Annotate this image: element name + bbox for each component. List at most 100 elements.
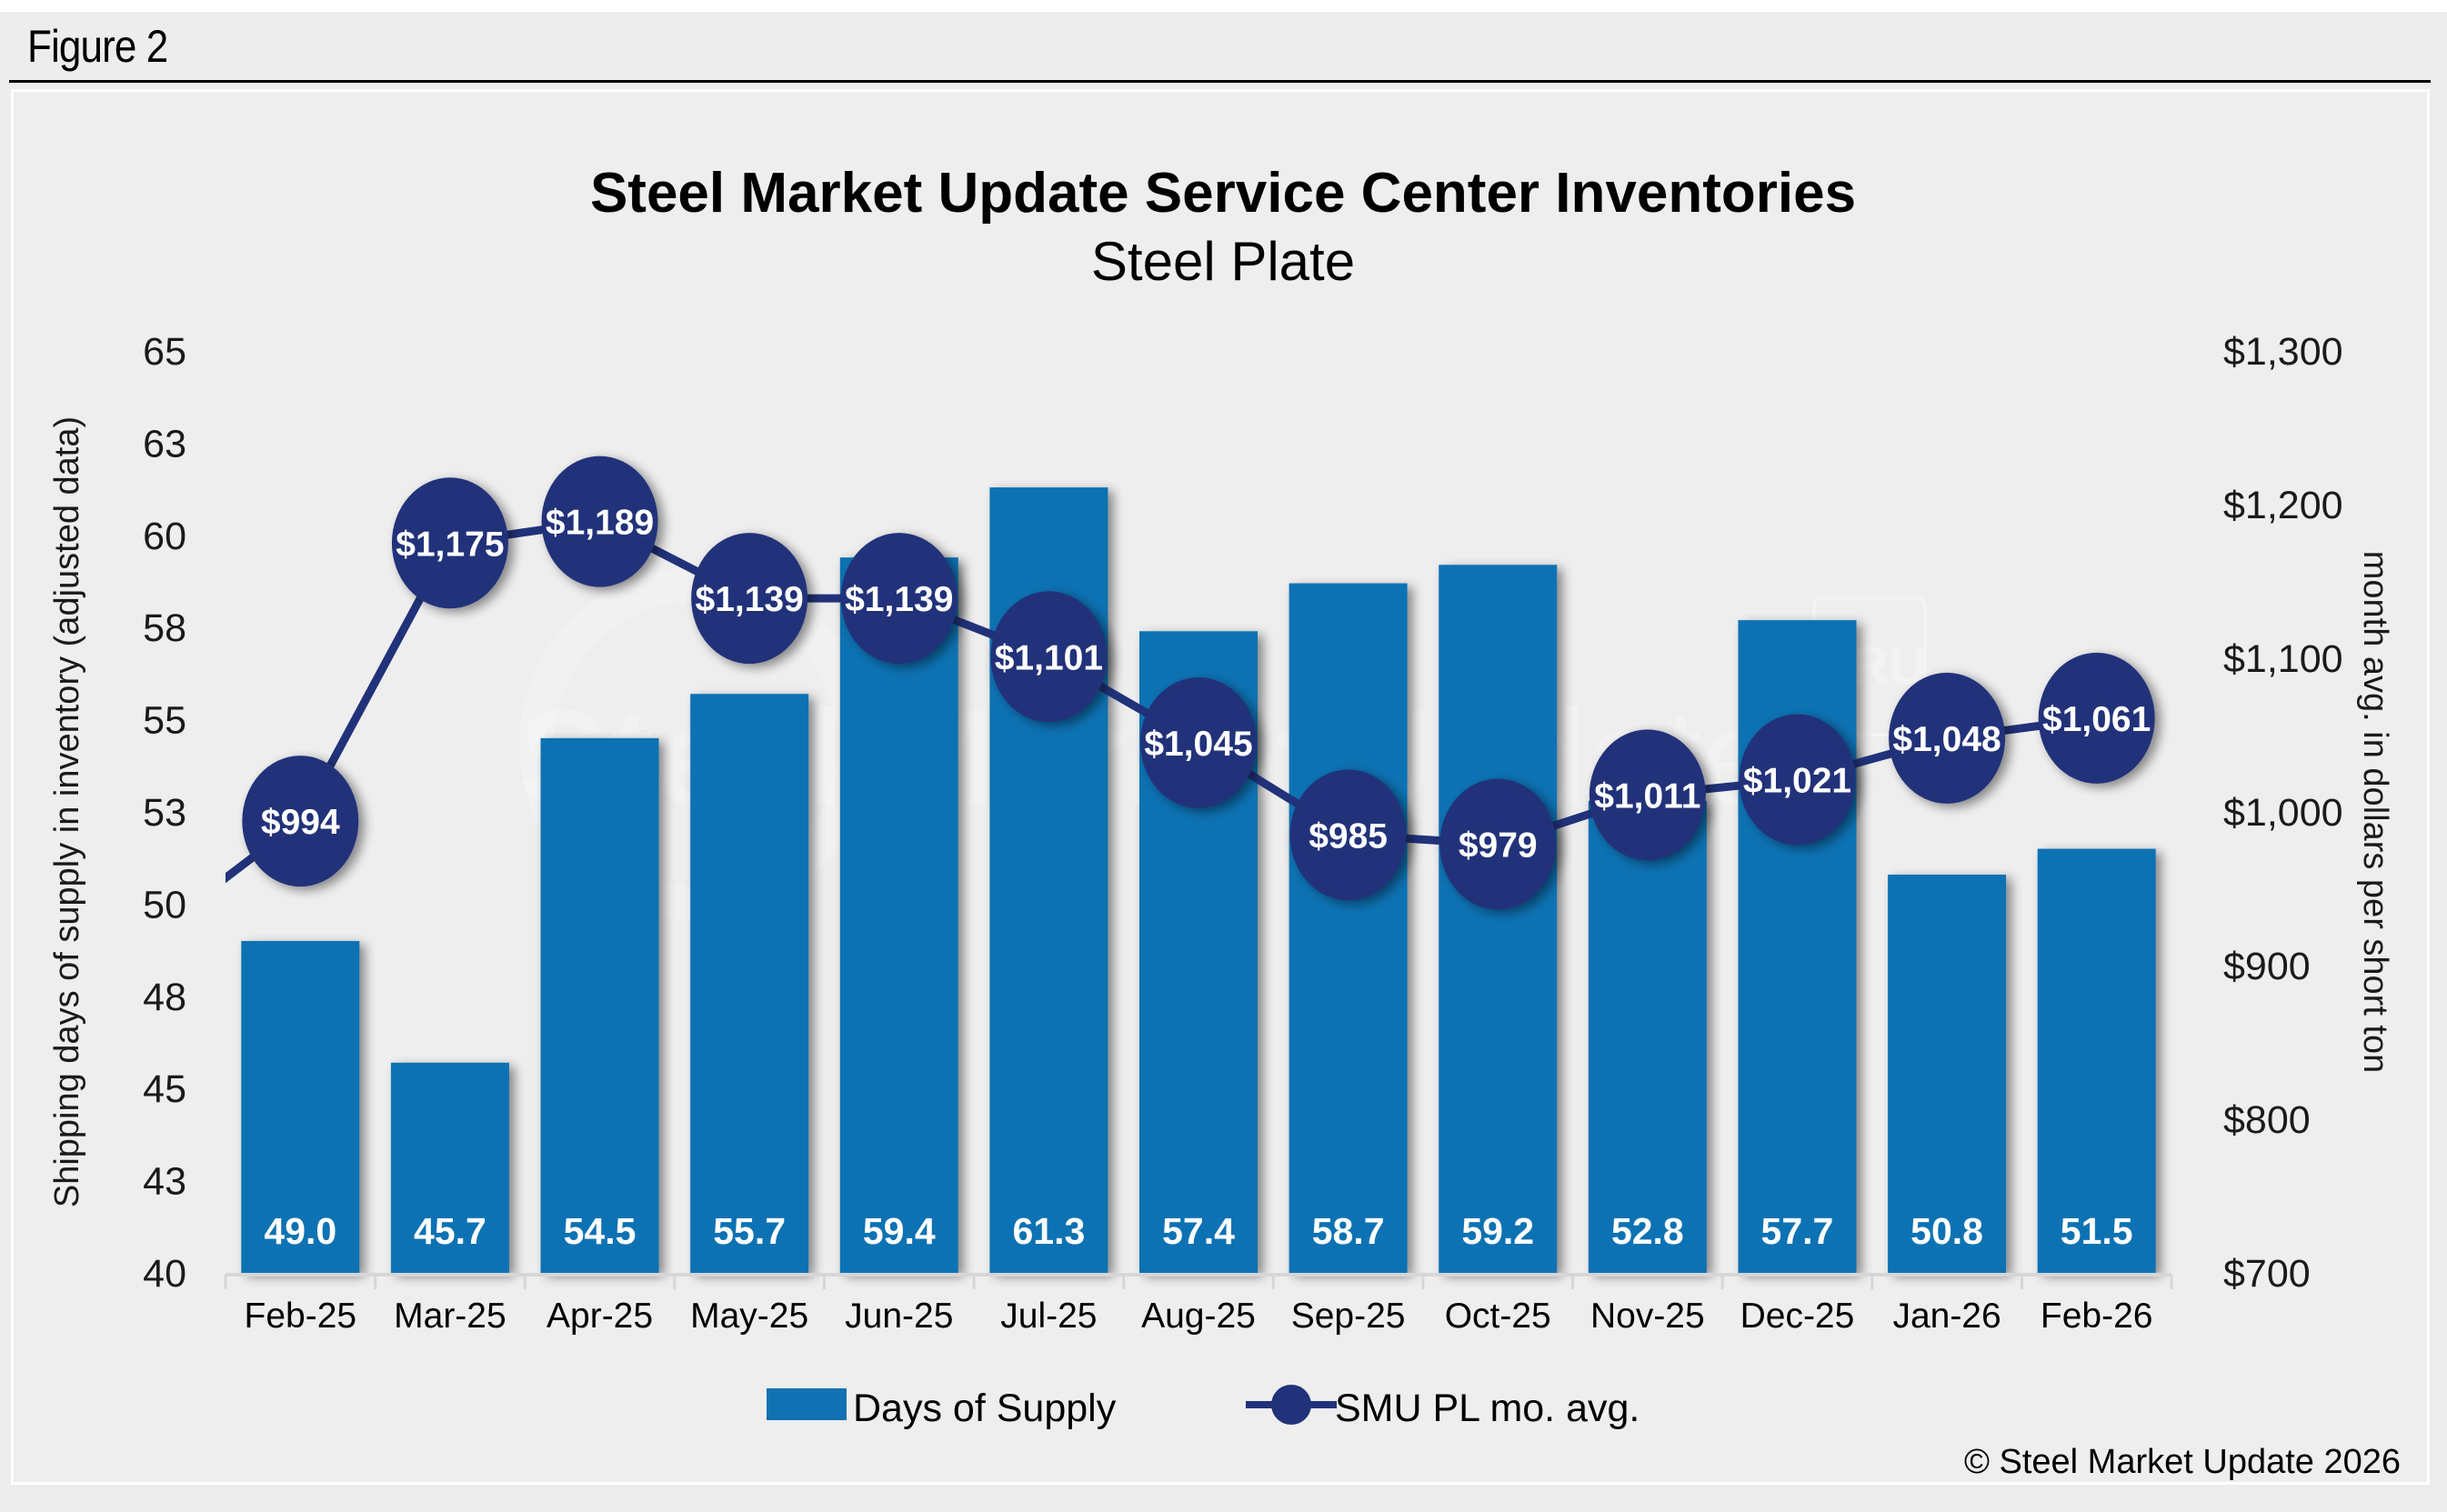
line-point-label: $1,021 (1743, 762, 1851, 801)
line-point-label: $979 (1459, 826, 1538, 865)
y2-tick-label: $1,000 (2223, 791, 2343, 835)
y2-axis-ticks: $700 $800 $900 $1,000 $1,100 $1,200 $1,300 (2223, 330, 2343, 1296)
x-tick-label: Jul-25 (1000, 1297, 1097, 1336)
legend: Days of Supply SMU PL mo. avg. (767, 1385, 1640, 1430)
line-point-marker (990, 591, 1108, 723)
y-tick-label: 65 (143, 330, 186, 374)
bar-series-days-of-supply (241, 487, 2156, 1273)
x-tick-label: Oct-25 (1445, 1297, 1551, 1336)
line-point-label: $1,189 (546, 504, 654, 543)
bar-value-label: 61.3 (1012, 1210, 1085, 1252)
bar-oct-25 (1439, 565, 1558, 1273)
bar-value-label: 45.7 (414, 1210, 486, 1252)
bar-value-label: 51.5 (2061, 1210, 2133, 1252)
y-tick-label: 60 (143, 515, 186, 558)
x-tick-label: Feb-26 (2041, 1297, 2153, 1336)
line-point-label: $994 (261, 803, 340, 842)
y-tick-label: 55 (143, 699, 186, 743)
bar-value-label: 57.4 (1162, 1210, 1235, 1252)
bar-value-label: 58.7 (1312, 1210, 1385, 1252)
line-point-label: $985 (1309, 816, 1388, 856)
figure-label: Figure 2 (27, 21, 168, 72)
bar-mar-25 (390, 1062, 509, 1273)
bar-jun-25 (839, 557, 958, 1273)
y2-tick-label: $1,100 (2223, 637, 2343, 681)
line-point-marker (1739, 714, 1856, 846)
line-series-smu-pl: $994 $1,175 $1,189 $1,139 $1,139 $1,101 $1,045… (226, 456, 2155, 910)
y-tick-label: 40 (143, 1252, 186, 1296)
y-tick-label: 58 (143, 606, 186, 650)
y-tick-label: 43 (143, 1160, 186, 1204)
line-point-label: $1,045 (1144, 725, 1252, 764)
chart-subtitle: Steel Plate (1091, 231, 1355, 292)
x-tick-label: Jan-26 (1892, 1297, 2001, 1336)
chart-title: Steel Market Update Service Center Inven… (590, 162, 1856, 225)
x-tick-label: Feb-25 (245, 1297, 357, 1336)
line-point-marker (1289, 769, 1407, 901)
bar-value-label: 50.8 (1910, 1210, 1983, 1252)
bar-value-label: 57.7 (1761, 1210, 1834, 1252)
line-point-marker (391, 477, 508, 609)
legend-label-days-of-supply: Days of Supply (853, 1387, 1117, 1430)
bar-nov-25 (1588, 800, 1707, 1273)
x-tick-label: Nov-25 (1590, 1297, 1705, 1336)
x-axis-ticks (224, 1275, 2173, 1289)
figure-rule-divider (9, 80, 2431, 83)
line-point-label: $1,011 (1594, 776, 1700, 816)
bar-value-label: 59.4 (863, 1210, 936, 1252)
bar-feb-25 (241, 940, 360, 1273)
y2-tick-label: $1,200 (2223, 484, 2343, 527)
bar-sep-25 (1289, 583, 1408, 1273)
y-tick-label: 45 (143, 1067, 186, 1111)
x-axis-labels: Feb-25 Mar-25 Apr-25 May-25 Jun-25 Jul-25 Aug-… (245, 1297, 2153, 1336)
bar-value-label: 52.8 (1611, 1210, 1684, 1252)
x-tick-label: Apr-25 (547, 1297, 653, 1336)
line-point-marker (2038, 652, 2155, 784)
y-tick-label: 53 (143, 791, 186, 835)
y-tick-label: 48 (143, 976, 186, 1019)
bar-value-label: 49.0 (264, 1210, 336, 1252)
y2-axis-title: month avg. in dollars per short ton (2356, 551, 2394, 1074)
line-point-marker (1889, 672, 2006, 804)
y-axis-ticks: 40 43 45 48 50 53 55 58 60 63 65 (143, 330, 186, 1296)
y-axis-title: Shipping days of supply in inventory (ad… (48, 416, 86, 1207)
line-point-marker (541, 456, 658, 587)
line-point-label: $1,048 (1892, 720, 2001, 759)
x-tick-label: Sep-25 (1291, 1297, 1406, 1336)
y-tick-label: 63 (143, 422, 186, 466)
bar-data-labels: 49.0 45.7 54.5 55.7 59.4 61.3 57.4 58.7 59.2 52.8… (264, 1210, 2132, 1252)
bar-value-label: 59.2 (1461, 1210, 1534, 1252)
x-tick-label: May-25 (690, 1297, 808, 1336)
x-tick-label: Aug-25 (1141, 1297, 1256, 1336)
line-point-marker (1439, 778, 1557, 910)
bar-apr-25 (540, 737, 659, 1273)
bar-feb-26 (2037, 848, 2156, 1273)
line-point-marker (691, 533, 808, 665)
line-point-marker (1140, 676, 1257, 808)
line-point-label: $1,139 (696, 580, 804, 619)
y-tick-label: 50 (143, 883, 186, 926)
y2-tick-label: $900 (2223, 945, 2311, 988)
x-tick-label: Mar-25 (394, 1297, 506, 1336)
x-tick-label: Jun-25 (845, 1297, 953, 1336)
legend-swatch-marker (1271, 1385, 1311, 1425)
line-point-label: $1,061 (2042, 700, 2151, 739)
bar-jan-26 (1888, 874, 2007, 1273)
y2-tick-label: $700 (2223, 1252, 2311, 1296)
bar-value-label: 54.5 (564, 1210, 637, 1252)
legend-swatch-bar (767, 1388, 847, 1420)
x-tick-label: Dec-25 (1740, 1297, 1855, 1336)
y2-tick-label: $1,300 (2223, 330, 2343, 374)
legend-label-smu-pl: SMU PL mo. avg. (1335, 1387, 1640, 1430)
bar-may-25 (690, 694, 809, 1273)
line-point-label: $1,101 (995, 638, 1103, 677)
line-point-marker (1589, 729, 1706, 861)
line-point-marker (242, 756, 359, 887)
line-point-marker (840, 533, 958, 665)
line-point-label: $1,139 (845, 580, 953, 619)
line-point-label: $1,175 (396, 525, 504, 564)
copyright-text: © Steel Market Update 2026 (1964, 1443, 2401, 1481)
bar-value-label: 55.7 (713, 1210, 786, 1252)
y2-tick-label: $800 (2223, 1098, 2311, 1142)
